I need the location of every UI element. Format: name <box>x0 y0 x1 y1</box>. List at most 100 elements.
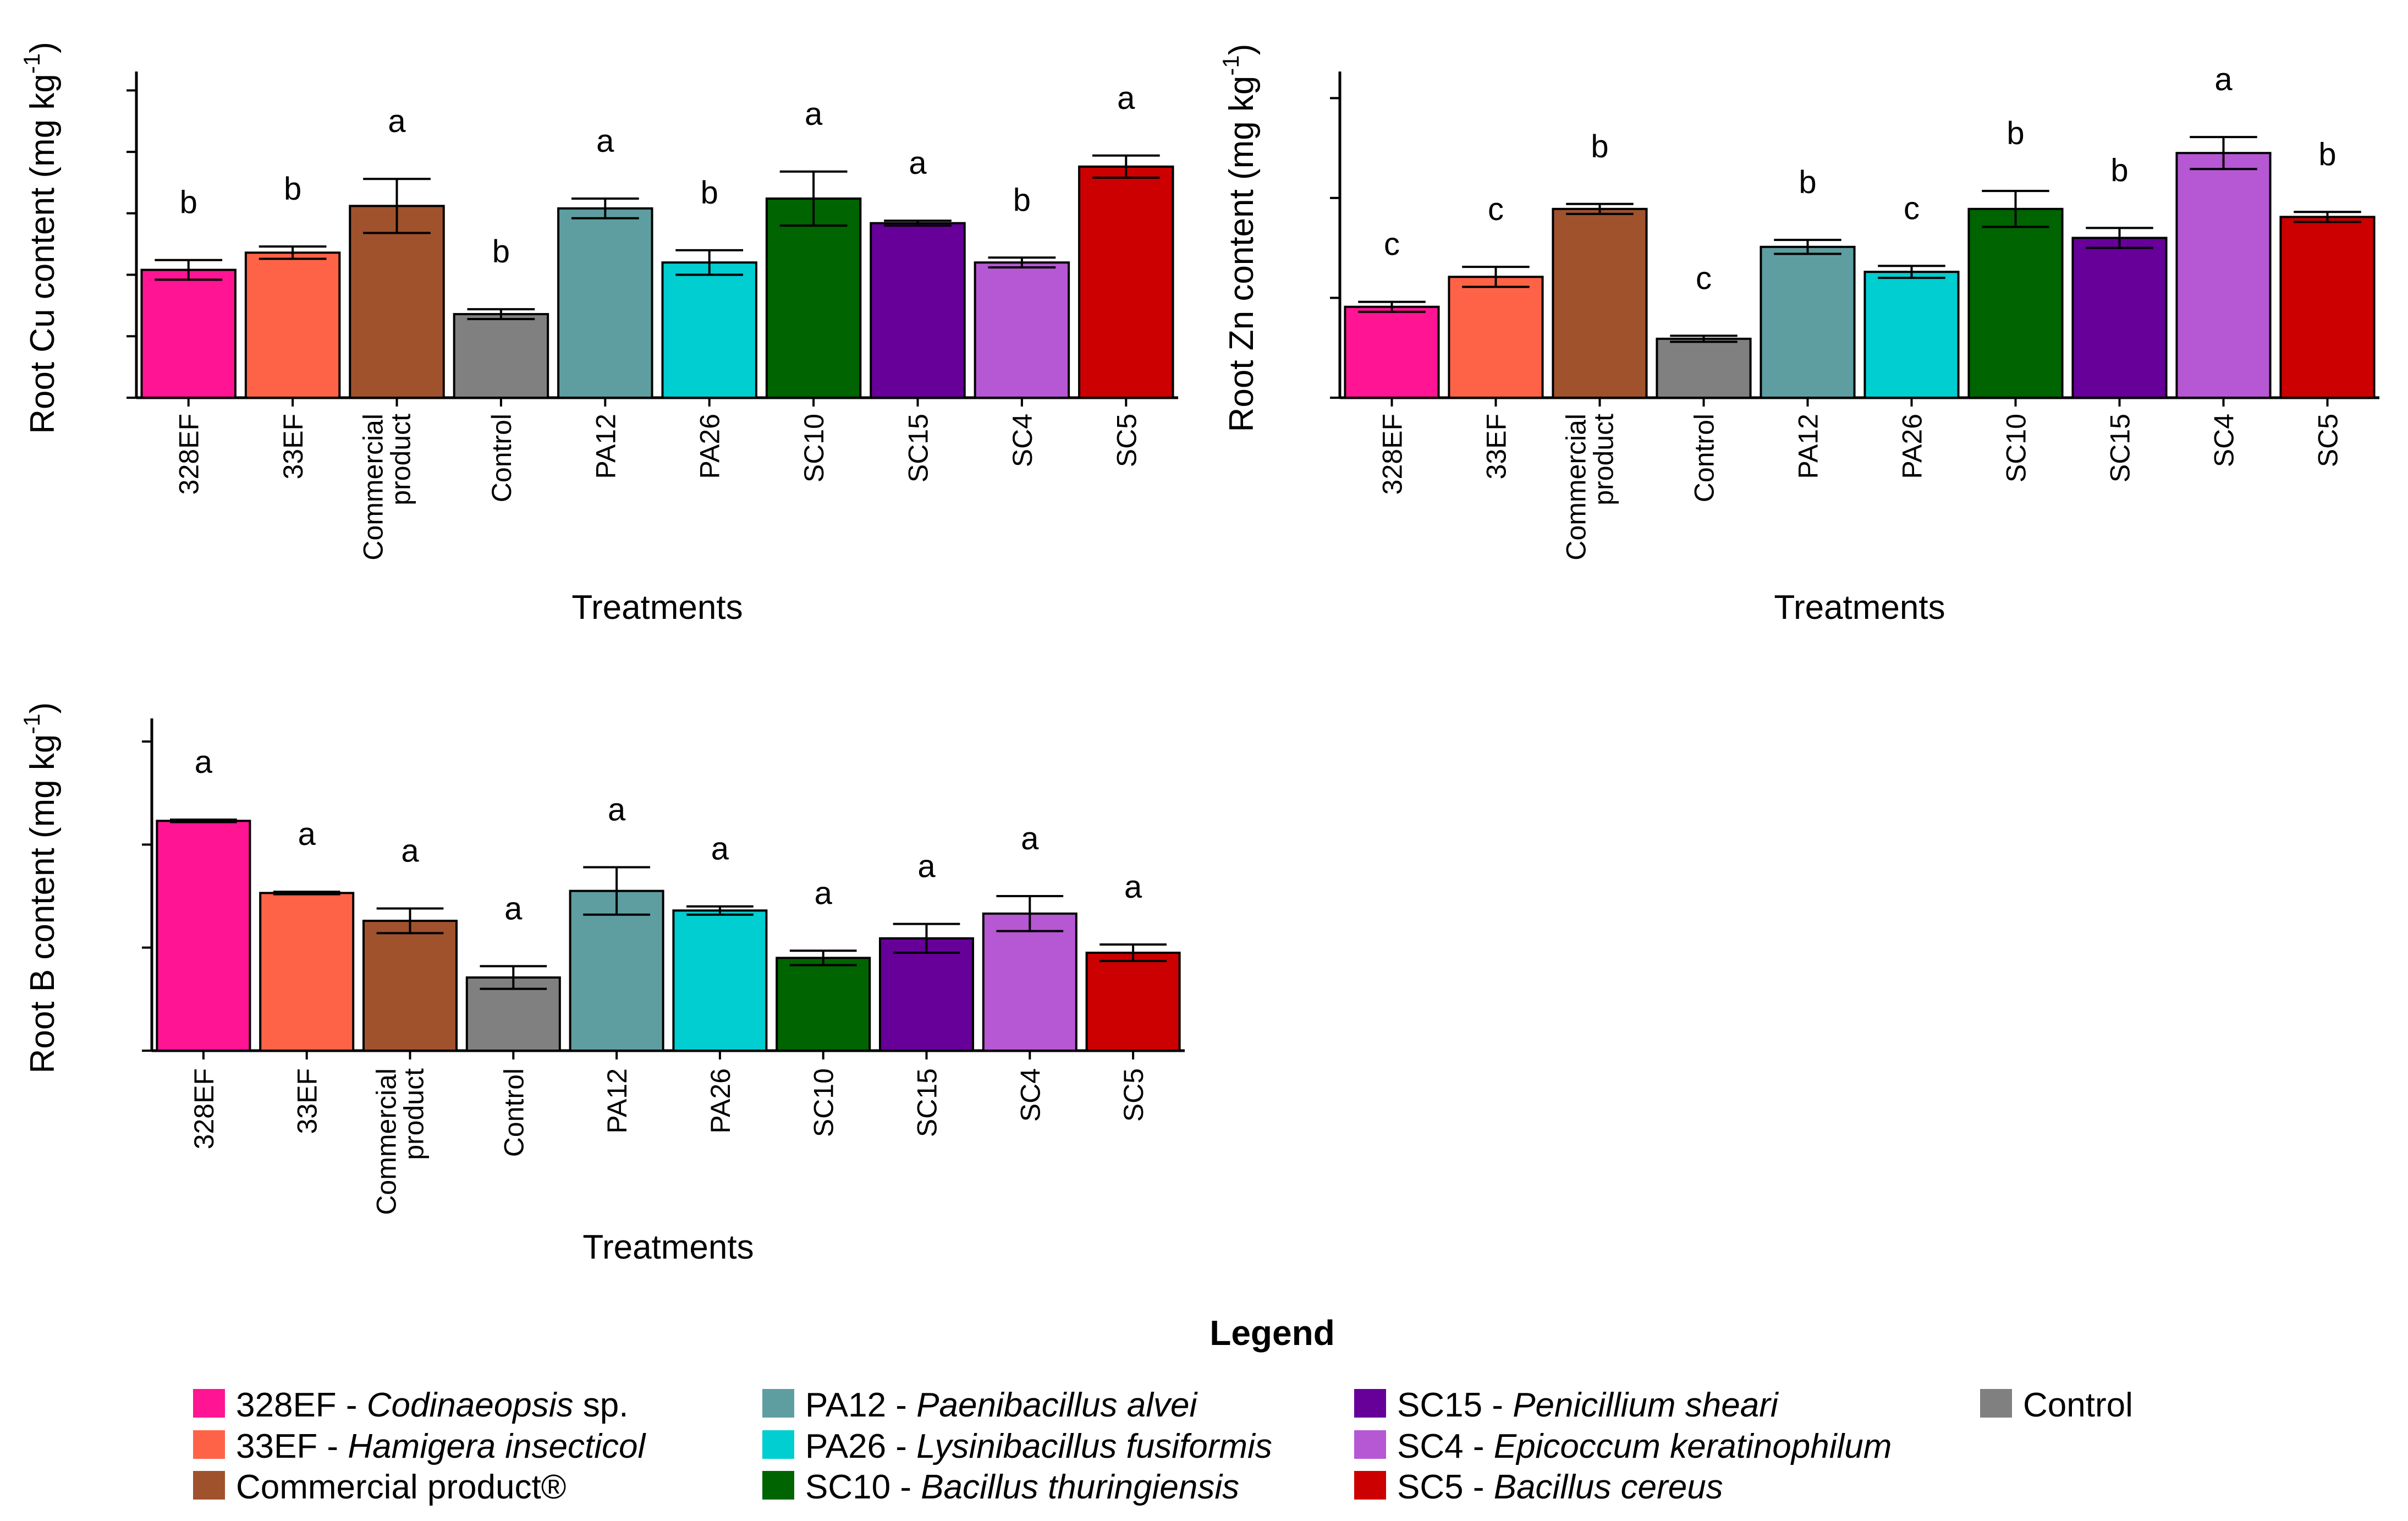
legend-code: SC15 - <box>1397 1386 1513 1424</box>
significance-letter: a <box>805 96 823 132</box>
significance-letter: b <box>1799 164 1816 200</box>
bar <box>244 251 341 399</box>
x-tick-label: Control <box>1689 414 1720 502</box>
legend-swatch <box>1354 1389 1386 1418</box>
significance-letter: a <box>298 816 316 852</box>
x-tick-label: PA12 <box>1793 414 1824 479</box>
x-tick-label: SC4 <box>1007 414 1038 467</box>
legend-item: SC10 - Bacillus thuringiensis <box>762 1468 1239 1506</box>
x-axis-title: Treatments <box>582 1228 754 1266</box>
bar <box>1552 207 1648 399</box>
bar <box>765 197 862 399</box>
legend-species: Codinaeopsis <box>367 1386 574 1424</box>
significance-letter: b <box>492 234 510 270</box>
legend-species: Paenibacillus alvei <box>916 1386 1198 1424</box>
legend-label: Commercial product® <box>236 1468 566 1506</box>
x-tick-label: SC4 <box>2209 414 2240 467</box>
legend-label: PA12 - Paenibacillus alvei <box>805 1386 1198 1424</box>
significance-letter: a <box>195 744 213 780</box>
x-axis-title: Treatments <box>571 589 743 627</box>
bar <box>2279 216 2376 399</box>
bar <box>1967 207 2064 399</box>
bar <box>878 937 975 1052</box>
x-tick-label: PA12 <box>590 414 621 479</box>
x-tick-label: SC5 <box>1118 1068 1149 1122</box>
x-tick-label-line: product <box>386 414 416 506</box>
x-axis-title: Treatments <box>1774 589 1945 627</box>
legend-code: PA12 - <box>805 1386 916 1424</box>
x-tick-label: 328EF <box>174 414 205 495</box>
x-tick-label: SC15 <box>2105 414 2136 482</box>
bar <box>1760 245 1856 399</box>
significance-letter: a <box>608 792 626 828</box>
significance-letter: a <box>1117 80 1135 116</box>
x-tick-label: SC10 <box>809 1068 839 1137</box>
legend-label: 328EF - Codinaeopsis sp. <box>236 1386 628 1424</box>
x-tick-label-line: Commercial <box>358 414 389 561</box>
y-axis-title-text: Root B content (mg kg <box>24 734 62 1074</box>
x-tick-label-line: product <box>399 1068 430 1160</box>
x-tick-label: Commercialproduct <box>371 1068 430 1215</box>
legend-species: Lysinibacillus fusiformis <box>916 1427 1272 1465</box>
bar <box>661 261 757 399</box>
legend-title: Legend <box>1210 1313 1335 1353</box>
legend-label: SC10 - Bacillus thuringiensis <box>805 1468 1239 1506</box>
x-tick-label: 33EF <box>292 1068 323 1134</box>
legend-suffix: sp. <box>573 1386 628 1424</box>
x-tick-label: 328EF <box>189 1068 219 1149</box>
significance-letter: b <box>2318 136 2336 172</box>
y-axis-title-text: Root Zn content (mg kg <box>1223 76 1261 432</box>
legend-code: SC4 - <box>1397 1427 1494 1465</box>
bar <box>453 313 549 399</box>
x-tick-label: Commercialproduct <box>1561 414 1619 561</box>
y-axis-title-superscript: -1 <box>1218 55 1244 75</box>
bar <box>569 889 664 1052</box>
legend-swatch <box>1354 1430 1386 1459</box>
significance-letter: c <box>1696 260 1712 296</box>
legend-item: 328EF - Codinaeopsis sp. <box>193 1386 628 1424</box>
bar <box>982 912 1077 1052</box>
legend-code: PA26 - <box>805 1427 916 1465</box>
legend-item: SC4 - Epicoccum keratinophilum <box>1354 1427 1892 1465</box>
y-axis-title: Root B content (mg kg-1) <box>19 702 62 1074</box>
legend-label: Control <box>2023 1386 2133 1424</box>
significance-letter: a <box>1021 821 1039 856</box>
legend-code: Control <box>2023 1386 2133 1424</box>
significance-letter: a <box>917 849 936 885</box>
bar <box>349 205 445 399</box>
legend-swatch <box>762 1430 794 1459</box>
y-axis-title-superscript: -1 <box>19 713 45 734</box>
legend-item: SC5 - Bacillus cereus <box>1354 1468 1723 1506</box>
bar <box>1656 337 1752 399</box>
legend-swatch <box>762 1389 794 1418</box>
legend-swatch <box>762 1471 794 1500</box>
significance-letter: b <box>1591 129 1608 164</box>
bar <box>2175 152 2272 399</box>
y-axis-title-end: ) <box>24 42 62 53</box>
x-tick-label: PA26 <box>705 1068 736 1134</box>
legend-item: SC15 - Penicillium sheari <box>1354 1386 1779 1424</box>
legend-code: Commercial product® <box>236 1468 566 1506</box>
bar <box>362 919 458 1052</box>
legend-item: Commercial product® <box>193 1468 566 1506</box>
panel-k-root-b: Root B content (mg kg-1) Treatments a 328EF… <box>19 702 1185 1266</box>
x-tick-label: 328EF <box>1377 414 1408 495</box>
bar <box>140 268 237 399</box>
legend-species: Bacillus cereus <box>1494 1468 1723 1506</box>
bar <box>974 261 1070 399</box>
significance-letter: c <box>1384 227 1400 262</box>
bar <box>1863 271 1960 399</box>
legend-species: Epicoccum keratinophilum <box>1494 1427 1892 1465</box>
x-tick-label: SC10 <box>799 414 829 482</box>
y-axis-title: Root Zn content (mg kg-1) <box>1218 44 1261 432</box>
significance-letter: b <box>701 175 718 211</box>
significance-letter: a <box>596 123 614 159</box>
significance-letter: c <box>1904 190 1920 226</box>
bar <box>156 820 251 1052</box>
x-tick-label: PA26 <box>1897 414 1928 479</box>
legend-code: 33EF - <box>236 1427 348 1465</box>
x-tick-label: Commercialproduct <box>358 414 416 561</box>
legend-code: 328EF - <box>236 1386 367 1424</box>
x-tick-label: SC5 <box>2313 414 2344 467</box>
